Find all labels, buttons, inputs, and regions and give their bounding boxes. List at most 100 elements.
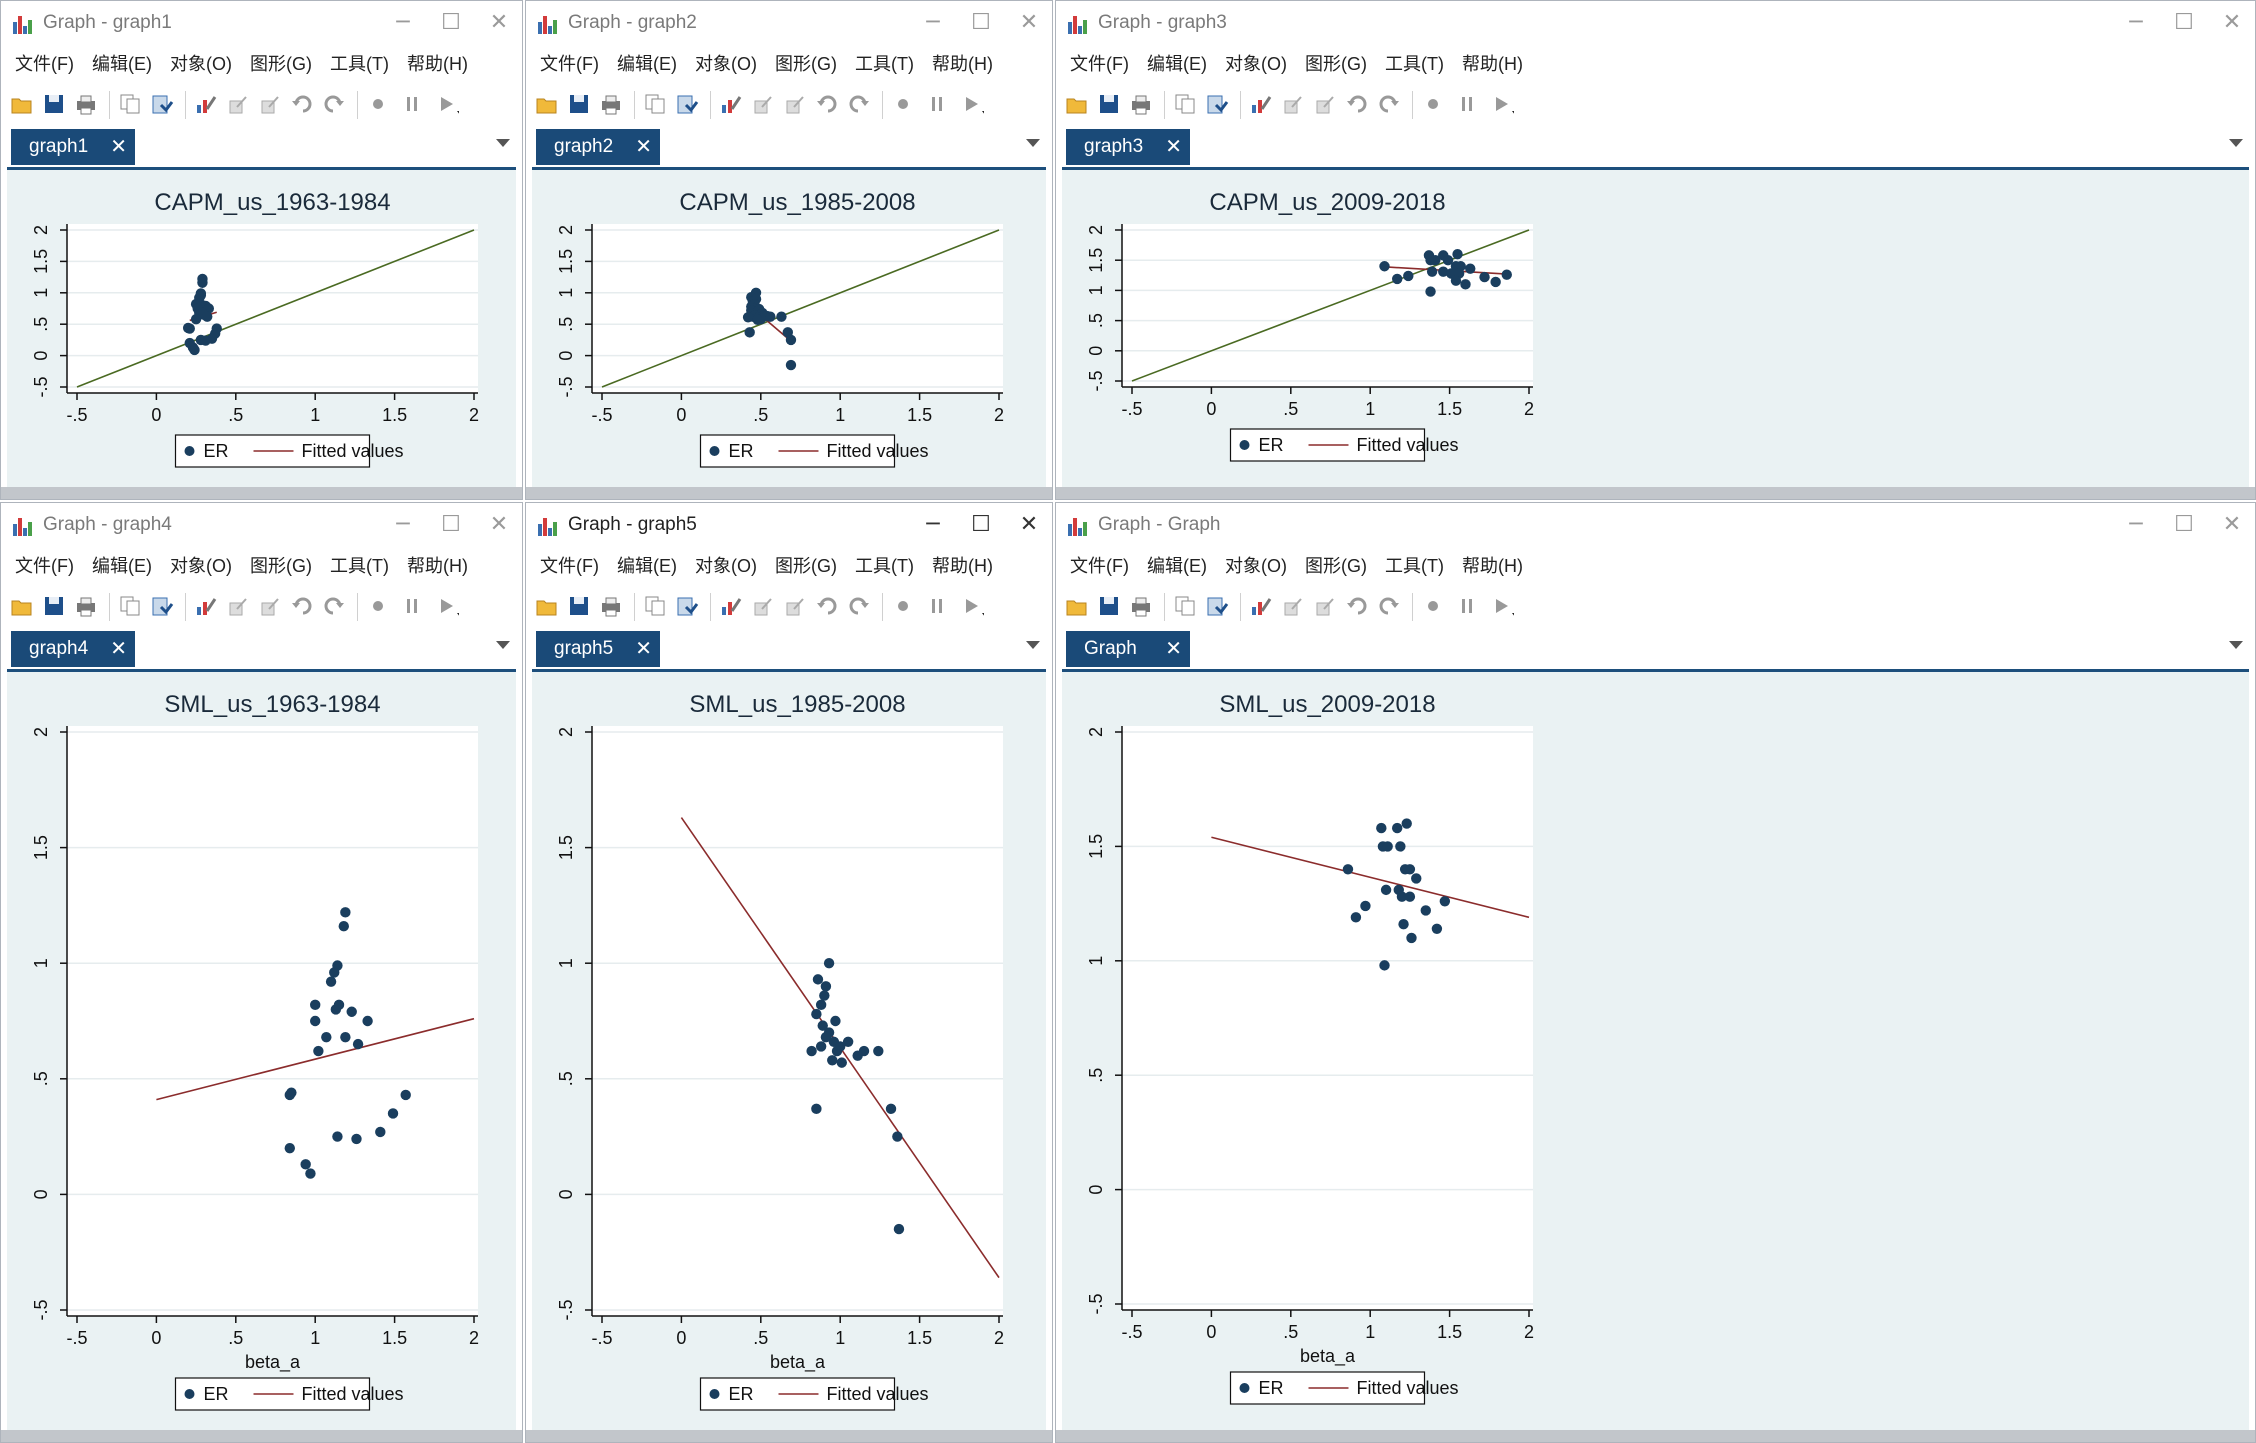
print-icon[interactable]	[598, 593, 624, 619]
ed3-icon[interactable]	[257, 91, 283, 117]
menu-item-5[interactable]: 帮助(H)	[1461, 556, 1523, 576]
menu-item-5[interactable]: 帮助(H)	[406, 556, 468, 576]
minimize-button[interactable]: ─	[2129, 10, 2143, 35]
maximize-button[interactable]: ☐	[441, 512, 461, 537]
tab-dropdown-icon[interactable]	[2229, 641, 2243, 649]
close-button[interactable]: ✕	[2222, 10, 2242, 35]
tab-close-icon[interactable]: ✕	[635, 638, 652, 660]
menu-item-3[interactable]: 图形(G)	[774, 54, 837, 74]
save-icon[interactable]	[566, 91, 592, 117]
tab-dropdown-icon[interactable]	[2229, 139, 2243, 147]
save-icon[interactable]	[41, 593, 67, 619]
menu-item-0[interactable]: 文件(F)	[1070, 54, 1129, 74]
menu-item-1[interactable]: 编辑(E)	[1146, 54, 1207, 74]
open-icon[interactable]	[9, 91, 35, 117]
ed3-icon[interactable]	[782, 91, 808, 117]
tab-dropdown-icon[interactable]	[496, 641, 510, 649]
play-icon[interactable]	[958, 91, 988, 117]
save-icon[interactable]	[1096, 91, 1122, 117]
copy-icon[interactable]	[1172, 593, 1198, 619]
play-icon[interactable]	[1488, 593, 1518, 619]
tab-dropdown-icon[interactable]	[1026, 641, 1040, 649]
ed3-icon[interactable]	[1312, 593, 1338, 619]
menu-item-5[interactable]: 帮助(H)	[931, 54, 993, 74]
menu-item-2[interactable]: 对象(O)	[1224, 556, 1287, 576]
tab-close-icon[interactable]: ✕	[1165, 136, 1182, 158]
paste-icon[interactable]	[1204, 593, 1230, 619]
editor-icon[interactable]	[193, 91, 219, 117]
pause-icon[interactable]	[924, 593, 950, 619]
editor-icon[interactable]	[718, 91, 744, 117]
menu-item-0[interactable]: 文件(F)	[15, 556, 74, 576]
rec-icon[interactable]	[1420, 593, 1446, 619]
pause-icon[interactable]	[1454, 91, 1480, 117]
ed2-icon[interactable]	[225, 593, 251, 619]
open-icon[interactable]	[534, 593, 560, 619]
play-icon[interactable]	[1488, 91, 1518, 117]
graph-tab[interactable]: graph1 ✕	[11, 129, 135, 165]
ed3-icon[interactable]	[782, 593, 808, 619]
copy-icon[interactable]	[117, 593, 143, 619]
graph-tab[interactable]: graph2 ✕	[536, 129, 660, 165]
copy-icon[interactable]	[1172, 91, 1198, 117]
close-button[interactable]: ✕	[2222, 512, 2242, 537]
editor-icon[interactable]	[1248, 593, 1274, 619]
title-bar[interactable]: Graph - graph2 ─ ☐ ✕	[526, 1, 1052, 45]
title-bar[interactable]: Graph - graph1 ─ ☐ ✕	[1, 1, 522, 45]
tab-close-icon[interactable]: ✕	[635, 136, 652, 158]
menu-item-0[interactable]: 文件(F)	[540, 556, 599, 576]
ed2-icon[interactable]	[1280, 593, 1306, 619]
paste-icon[interactable]	[1204, 91, 1230, 117]
title-bar[interactable]: Graph - Graph ─ ☐ ✕	[1056, 503, 2255, 547]
menu-item-4[interactable]: 工具(T)	[329, 556, 389, 576]
graph-tab[interactable]: graph4 ✕	[11, 631, 135, 667]
redo-icon[interactable]	[1376, 91, 1402, 117]
tab-close-icon[interactable]: ✕	[1165, 638, 1182, 660]
redo-icon[interactable]	[846, 91, 872, 117]
play-icon[interactable]	[433, 91, 463, 117]
play-icon[interactable]	[433, 593, 463, 619]
redo-icon[interactable]	[321, 91, 347, 117]
open-icon[interactable]	[534, 91, 560, 117]
menu-item-4[interactable]: 工具(T)	[854, 54, 914, 74]
paste-icon[interactable]	[674, 593, 700, 619]
print-icon[interactable]	[73, 593, 99, 619]
menu-item-1[interactable]: 编辑(E)	[91, 54, 152, 74]
menu-item-5[interactable]: 帮助(H)	[1461, 54, 1523, 74]
ed3-icon[interactable]	[257, 593, 283, 619]
rec-icon[interactable]	[365, 91, 391, 117]
menu-item-1[interactable]: 编辑(E)	[616, 556, 677, 576]
maximize-button[interactable]: ☐	[441, 10, 461, 35]
minimize-button[interactable]: ─	[926, 10, 940, 35]
editor-icon[interactable]	[1248, 91, 1274, 117]
menu-item-3[interactable]: 图形(G)	[1304, 54, 1367, 74]
print-icon[interactable]	[73, 91, 99, 117]
menu-item-3[interactable]: 图形(G)	[249, 556, 312, 576]
save-icon[interactable]	[566, 593, 592, 619]
tab-dropdown-icon[interactable]	[496, 139, 510, 147]
print-icon[interactable]	[598, 91, 624, 117]
graph-tab[interactable]: graph3 ✕	[1066, 129, 1190, 165]
menu-item-5[interactable]: 帮助(H)	[406, 54, 468, 74]
title-bar[interactable]: Graph - graph3 ─ ☐ ✕	[1056, 1, 2255, 45]
minimize-button[interactable]: ─	[396, 512, 410, 537]
menu-item-4[interactable]: 工具(T)	[1384, 556, 1444, 576]
pause-icon[interactable]	[924, 91, 950, 117]
pause-icon[interactable]	[399, 593, 425, 619]
redo-icon[interactable]	[1376, 593, 1402, 619]
copy-icon[interactable]	[642, 593, 668, 619]
menu-item-4[interactable]: 工具(T)	[329, 54, 389, 74]
undo-icon[interactable]	[1344, 91, 1370, 117]
editor-icon[interactable]	[718, 593, 744, 619]
ed2-icon[interactable]	[750, 593, 776, 619]
close-button[interactable]: ✕	[489, 512, 509, 537]
rec-icon[interactable]	[1420, 91, 1446, 117]
maximize-button[interactable]: ☐	[971, 512, 991, 537]
paste-icon[interactable]	[674, 91, 700, 117]
rec-icon[interactable]	[890, 91, 916, 117]
save-icon[interactable]	[1096, 593, 1122, 619]
undo-icon[interactable]	[289, 593, 315, 619]
ed2-icon[interactable]	[750, 91, 776, 117]
paste-icon[interactable]	[149, 593, 175, 619]
title-bar[interactable]: Graph - graph5 ─ ☐ ✕	[526, 503, 1052, 547]
